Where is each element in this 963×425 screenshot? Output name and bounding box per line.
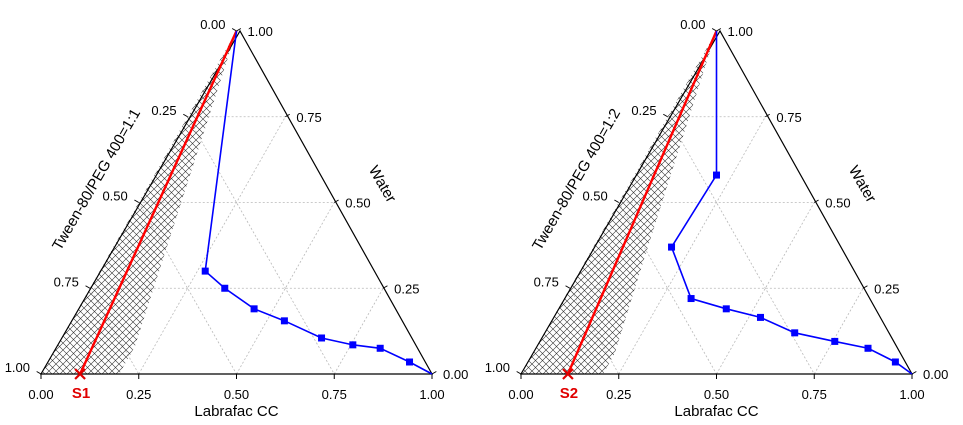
tick-label: 0.25 — [631, 103, 656, 118]
tick-label: 1.00 — [728, 24, 753, 39]
boundary-point — [376, 344, 384, 352]
tick-label: 0.50 — [825, 196, 850, 211]
dilution-line — [79, 30, 238, 375]
boundary-point — [687, 295, 695, 303]
tick-mark — [134, 199, 140, 203]
tick-label: 0.00 — [443, 367, 468, 382]
grid-line — [667, 116, 815, 375]
boundary-point — [318, 334, 326, 342]
tick-mark — [516, 371, 522, 375]
tick-label: 0.50 — [224, 387, 249, 402]
grid-line — [333, 288, 384, 375]
grid-line — [618, 116, 766, 375]
tick-mark — [716, 28, 722, 32]
boundary-point — [791, 329, 799, 337]
tick-label: 0.00 — [28, 387, 53, 402]
tick-group: 0.00 0.00 0.00 0.25 0.25 0.25 0.50 0.50 0.50 0.75… — [5, 17, 469, 402]
tick-label: 1.00 — [419, 387, 444, 402]
x-marker — [74, 368, 86, 380]
tick-mark — [663, 113, 668, 118]
grid-line — [236, 202, 335, 375]
tick-mark — [814, 199, 819, 203]
tick-label: 0.25 — [874, 281, 899, 296]
tick-mark — [711, 28, 717, 32]
tick-mark — [183, 113, 188, 118]
tick-group: 0.00 0.00 0.00 0.25 0.25 0.25 0.50 0.50 0.50 0.75… — [485, 17, 949, 402]
ternary-panel-2: 0.00 0.00 0.00 0.25 0.25 0.25 0.50 0.50 0.50 0.75… — [485, 17, 949, 420]
boundary-point — [668, 243, 676, 251]
boundary-point — [864, 344, 872, 352]
boundary-point — [891, 358, 899, 366]
boundary-point — [349, 341, 357, 349]
tick-mark — [565, 285, 571, 289]
grid-line — [716, 202, 815, 375]
tick-label: 0.75 — [296, 110, 321, 125]
grid-line — [187, 116, 335, 375]
tick-label: 1.00 — [899, 387, 924, 402]
tick-label: 0.25 — [151, 103, 176, 118]
boundary-point — [756, 313, 764, 321]
boundary-point — [221, 284, 229, 292]
tick-mark — [431, 371, 437, 375]
tick-label: 0.25 — [606, 387, 631, 402]
tick-label: 1.00 — [485, 360, 510, 375]
marker-label: S2 — [560, 385, 578, 402]
tick-mark — [36, 371, 42, 375]
tick-mark — [285, 113, 290, 118]
tick-label: 0.25 — [394, 281, 419, 296]
boundary-point — [722, 305, 730, 313]
bottom-axis-title: Labrafac CC — [194, 403, 278, 420]
tick-label: 0.50 — [582, 189, 607, 204]
boundary-point — [250, 305, 258, 313]
grid-line — [138, 116, 286, 375]
boundary-point — [280, 317, 288, 325]
tick-label: 0.00 — [200, 17, 225, 32]
tick-label: 0.75 — [534, 274, 559, 289]
boundary-point — [831, 337, 839, 345]
tick-label: 1.00 — [248, 24, 273, 39]
tick-label: 0.75 — [802, 387, 827, 402]
tick-label: 0.25 — [126, 387, 151, 402]
grid-line — [813, 288, 864, 375]
bottom-axis-title: Labrafac CC — [674, 403, 758, 420]
tick-mark — [334, 199, 339, 203]
boundary-point — [713, 171, 720, 179]
dilution-line — [566, 30, 718, 375]
tick-mark — [85, 285, 91, 289]
boundary-point — [406, 358, 414, 366]
tick-mark — [911, 371, 917, 375]
tick-label: 0.50 — [102, 189, 127, 204]
tick-label: 0.50 — [345, 196, 370, 211]
tick-label: 0.50 — [704, 387, 729, 402]
tick-label: 0.00 — [680, 17, 705, 32]
tick-label: 0.75 — [54, 274, 79, 289]
tick-mark — [765, 113, 770, 118]
marker-label: S1 — [72, 385, 90, 402]
tick-label: 0.75 — [322, 387, 347, 402]
tick-label: 1.00 — [5, 360, 30, 375]
phase-boundary-line — [204, 30, 433, 375]
tick-label: 0.00 — [923, 367, 948, 382]
ternary-panel-1: 0.00 0.00 0.00 0.25 0.25 0.25 0.50 0.50 0.50 0.75… — [5, 17, 469, 420]
tick-mark — [231, 28, 237, 32]
boundary-point — [201, 267, 209, 275]
tick-label: 0.75 — [776, 110, 801, 125]
tick-mark — [614, 199, 619, 203]
tick-mark — [862, 285, 868, 289]
x-marker — [562, 368, 574, 380]
tick-label: 0.00 — [508, 387, 533, 402]
tick-mark — [236, 28, 242, 32]
tick-mark — [382, 285, 388, 289]
